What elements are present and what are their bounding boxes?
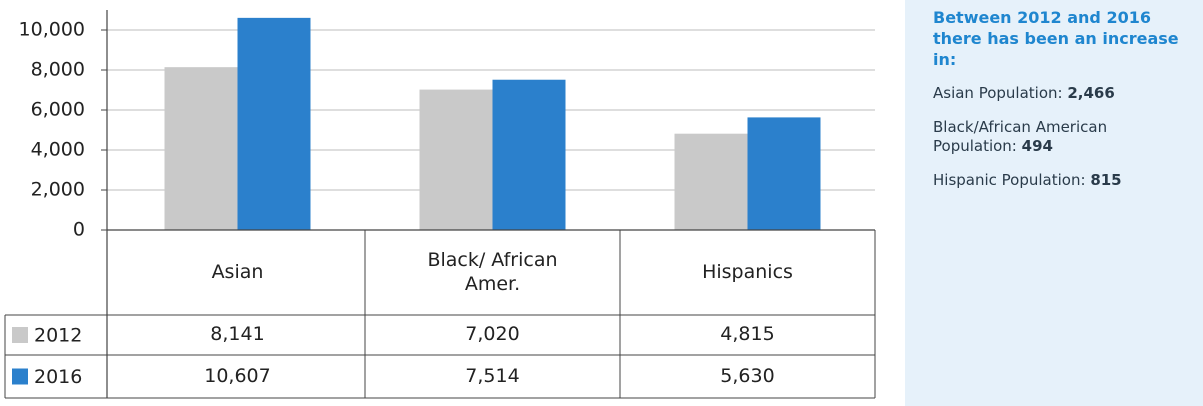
table-value: 7,020 [465, 323, 520, 346]
item-value: 815 [1090, 170, 1122, 189]
legend-swatch [12, 327, 28, 343]
bar [237, 17, 311, 230]
bar [492, 79, 566, 230]
table-value: 8,141 [210, 323, 265, 346]
panel-title: Between 2012 and 2016 there has been an … [933, 8, 1179, 69]
bar [747, 117, 821, 230]
y-tick-label: 10,000 [19, 19, 85, 41]
item-value: 2,466 [1067, 84, 1115, 103]
y-tick-label: 8,000 [31, 59, 85, 81]
item-label: Black/African American Population: [933, 117, 1108, 156]
legend-label: 2016 [34, 366, 82, 388]
chart: 0 2,000 4,000 6,000 8,000 10,000 2012 2016 [4, 10, 876, 399]
panel-item: Hispanic Population: 815 [933, 171, 1189, 191]
bar [419, 89, 493, 230]
bar [164, 67, 238, 231]
legend-swatch [12, 368, 28, 385]
table-value: 10,607 [204, 364, 271, 387]
x-category-label: Asian [211, 260, 264, 283]
y-tick-label: 4,000 [31, 139, 85, 161]
panel-item: Black/African American Population: 494 [933, 118, 1189, 157]
bar [674, 133, 748, 230]
y-tick-label: 2,000 [31, 179, 85, 201]
summary-panel: Between 2012 and 2016 there has been an … [905, 0, 1203, 406]
table-value: 4,815 [720, 323, 775, 346]
item-label: Asian Population: [933, 84, 1063, 103]
item-value: 494 [1021, 137, 1053, 156]
table-value: 5,630 [720, 364, 775, 387]
x-category-label: Hispanics [702, 260, 793, 283]
item-label: Hispanic Population: [933, 170, 1086, 189]
y-tick-label: 0 [73, 219, 85, 241]
table-value: 7,514 [465, 364, 520, 387]
panel-item: Asian Population: 2,466 [933, 84, 1189, 104]
legend-label: 2012 [34, 325, 82, 347]
y-tick-label: 6,000 [31, 99, 85, 121]
x-category-label: Black/ African Amer. [427, 248, 558, 295]
